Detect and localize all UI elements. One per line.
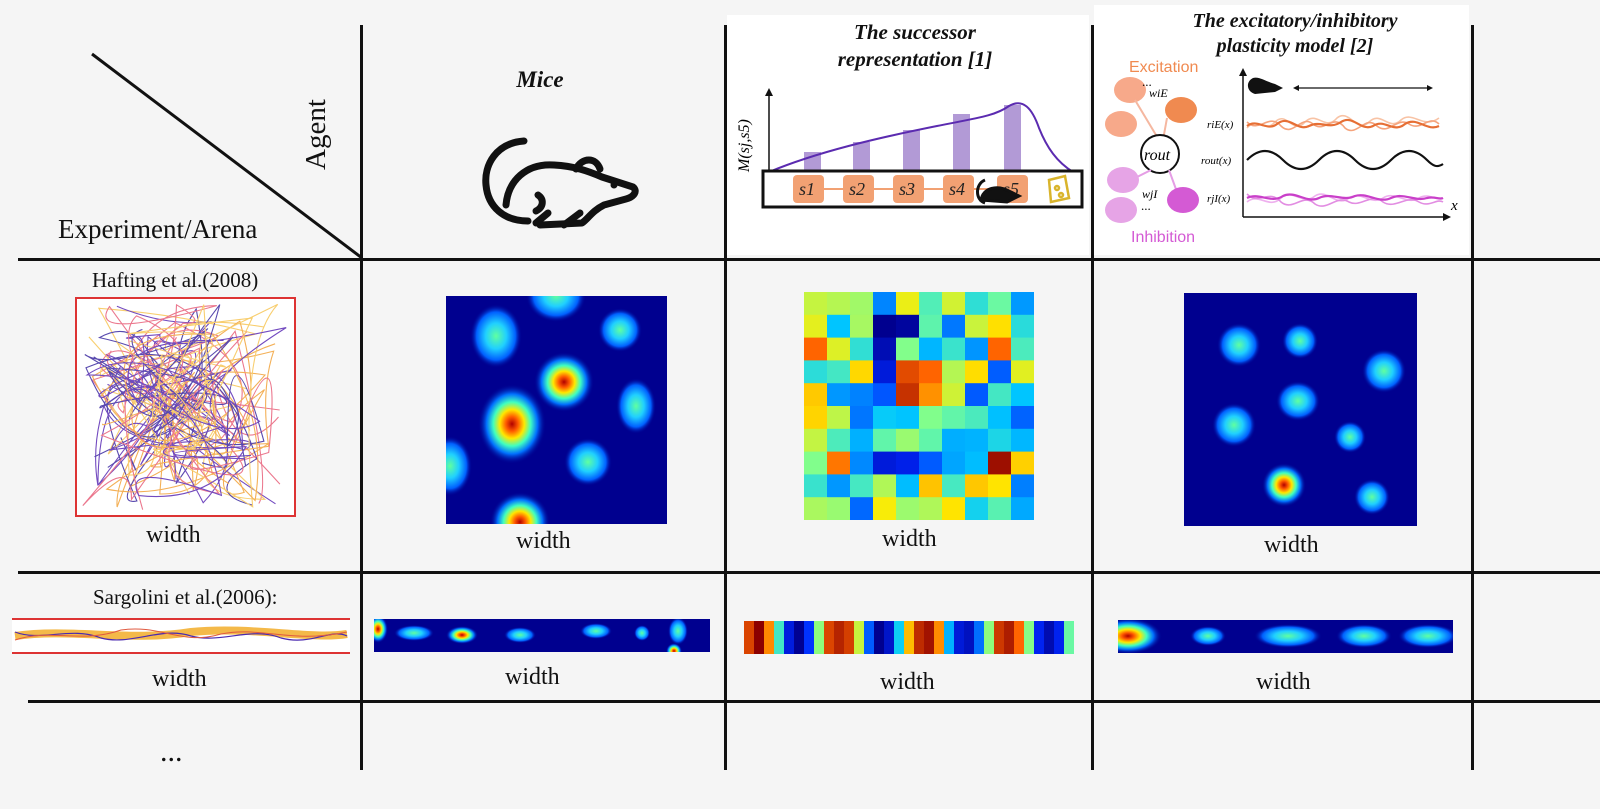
sr-state-s4: s4 — [949, 179, 965, 199]
col-header-ei-title-line2: plasticity model [2] — [1216, 35, 1374, 57]
row1-trajectory-square — [75, 297, 296, 517]
row1-sr-heatmap — [804, 292, 1034, 520]
sr-mouse-icon — [976, 178, 1023, 205]
row2-sr-heatmap — [744, 621, 1074, 654]
excitation-label: Excitation — [1129, 59, 1198, 76]
trace-label-out: rout(x) — [1201, 155, 1231, 167]
more-rows-ellipsis: ... — [160, 735, 183, 768]
row2-width-label-4: width — [1256, 669, 1311, 695]
row1-width-label-3: width — [882, 526, 937, 552]
row2-width-label-2: width — [505, 664, 560, 690]
mouse-icon — [482, 137, 639, 229]
ei-diagram: Excitation wiE ... rout wjI ... Inhibiti… — [1105, 59, 1458, 246]
sr-diagram: M(sj,s5) s1 s2 s3 s4 s5 — [736, 88, 1084, 209]
sr-state-s3: s3 — [899, 179, 915, 199]
row1-width-label-2: width — [516, 528, 571, 554]
row2-experiment-label: Sargolini et al.(2006): — [93, 585, 278, 609]
grid-col-divider-2 — [724, 25, 727, 770]
grid-col-divider-3 — [1091, 25, 1094, 770]
inhibition-label: Inhibition — [1131, 229, 1195, 246]
row2-width-label-3: width — [880, 669, 935, 695]
inhibitory-neurons — [1105, 167, 1199, 223]
row1-width-label-1: width — [146, 522, 201, 548]
sr-y-axis-label: M(sj,s5) — [736, 119, 753, 173]
experiment-arena-label: Experiment/Arena — [58, 214, 258, 244]
rout-label: rout — [1144, 147, 1171, 164]
sr-curve — [768, 102, 1074, 173]
ellipsis-top: ... — [1142, 74, 1152, 89]
x-axis-label: x — [1450, 198, 1458, 214]
grid-row-divider-2 — [18, 571, 1600, 574]
row2-ei-heatmap — [1118, 620, 1453, 653]
col-header-mice: Mice — [516, 67, 564, 92]
row2-width-label-1: width — [152, 666, 207, 692]
trace-label-e: riE(x) — [1207, 119, 1234, 131]
col-header-sr-title-line2: representation [1] — [837, 47, 993, 71]
cheese-icon — [1047, 174, 1071, 204]
row2-trajectory-track — [12, 618, 350, 654]
grid-row-divider-1 — [18, 258, 1600, 261]
row1-ei-heatmap — [1184, 293, 1417, 526]
excitatory-neurons — [1105, 77, 1197, 137]
inhibitory-traces — [1246, 193, 1444, 207]
weight-i-label: wjI — [1142, 187, 1158, 201]
ei-header-panel — [1094, 5, 1469, 255]
header-diagonal — [91, 52, 363, 260]
excitatory-traces — [1246, 114, 1440, 132]
agent-label: Agent — [299, 99, 332, 170]
row2-mice-heatmap — [374, 619, 710, 652]
row1-experiment-label: Hafting et al.(2008) — [92, 268, 259, 292]
tiny-mouse-icon — [1247, 77, 1283, 94]
grid-col-divider-1 — [360, 25, 363, 770]
grid-col-divider-4 — [1471, 25, 1474, 770]
output-trace — [1246, 149, 1444, 171]
weight-e-label: wiE — [1149, 86, 1168, 100]
col-header-sr-title-line1: The successor — [854, 20, 976, 44]
row1-mice-heatmap — [446, 296, 667, 524]
sr-state-s2: s2 — [849, 179, 865, 199]
sr-state-s1: s1 — [799, 179, 815, 199]
ellipsis-bottom: ... — [1141, 198, 1151, 213]
row1-width-label-4: width — [1264, 532, 1319, 558]
trace-label-i: rjI(x) — [1207, 193, 1231, 205]
grid-row-divider-3 — [28, 700, 1600, 703]
col-header-ei-title-line1: The excitatory/inhibitory — [1192, 10, 1398, 32]
sr-bars — [804, 105, 1021, 172]
